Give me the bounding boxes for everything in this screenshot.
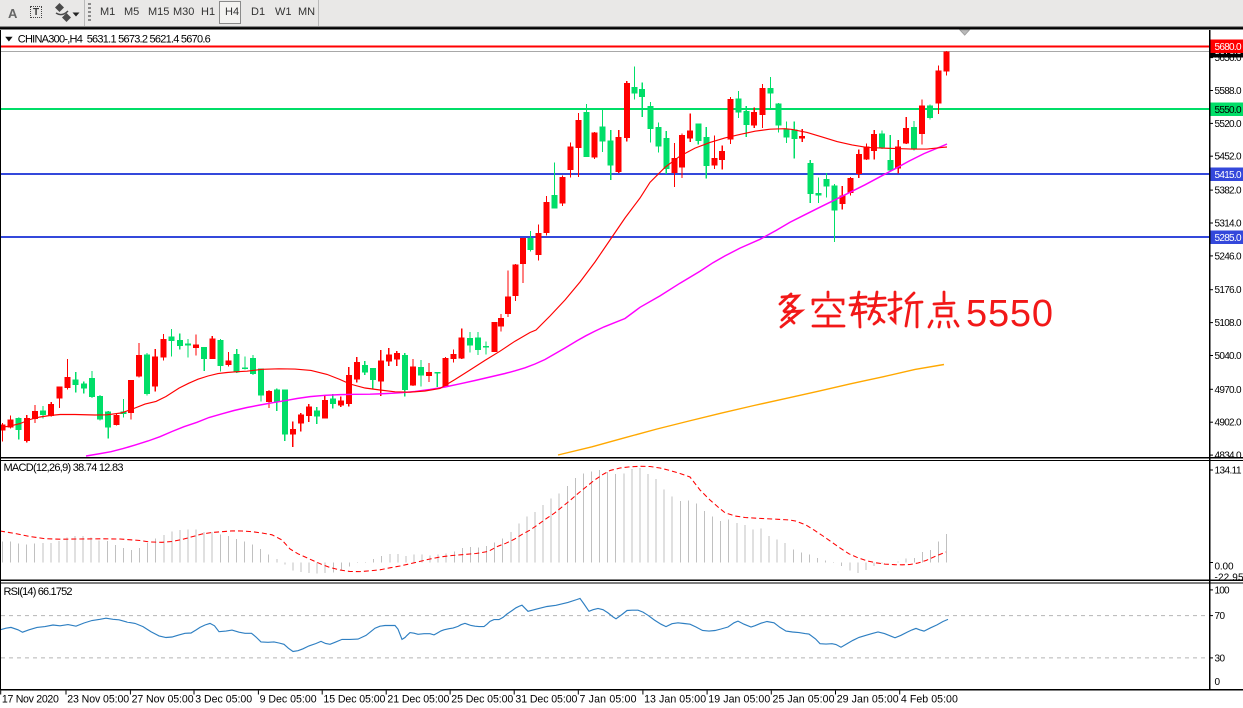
svg-text:23 Nov 05:00: 23 Nov 05:00	[67, 694, 129, 706]
svg-text:5656.0: 5656.0	[1215, 53, 1242, 64]
svg-text:4970.0: 4970.0	[1215, 385, 1242, 396]
svg-text:134.11: 134.11	[1215, 466, 1242, 477]
svg-text:5520.0: 5520.0	[1215, 119, 1242, 130]
svg-text:4834.0: 4834.0	[1215, 451, 1242, 462]
svg-text:29 Jan 05:00: 29 Jan 05:00	[837, 694, 899, 706]
svg-text:RSI(14) 66.1752: RSI(14) 66.1752	[4, 586, 73, 598]
svg-text:25 Dec 05:00: 25 Dec 05:00	[451, 694, 513, 706]
svg-text:5680.0: 5680.0	[1215, 42, 1242, 53]
svg-text:5550.0: 5550.0	[1215, 105, 1242, 116]
svg-text:MACD(12,26,9) 38.74 12.83: MACD(12,26,9) 38.74 12.83	[4, 462, 124, 474]
svg-text:100: 100	[1215, 586, 1230, 597]
svg-text:-22.95: -22.95	[1215, 573, 1243, 584]
svg-text:4 Feb 05:00: 4 Feb 05:00	[901, 694, 958, 706]
svg-text:5452.0: 5452.0	[1215, 152, 1242, 163]
svg-text:31 Dec 05:00: 31 Dec 05:00	[515, 694, 577, 706]
svg-text:5040.0: 5040.0	[1215, 351, 1242, 362]
svg-text:70: 70	[1215, 611, 1226, 622]
svg-text:17 Nov 2020: 17 Nov 2020	[2, 694, 59, 706]
svg-text:13 Jan 05:00: 13 Jan 05:00	[644, 694, 706, 706]
svg-text:5415.0: 5415.0	[1215, 170, 1242, 181]
svg-text:5550: 5550	[966, 293, 1053, 335]
svg-text:0: 0	[1215, 677, 1221, 688]
svg-text:3 Dec 05:00: 3 Dec 05:00	[195, 694, 252, 706]
svg-text:27 Nov 05:00: 27 Nov 05:00	[132, 694, 194, 706]
svg-text:5382.0: 5382.0	[1215, 186, 1242, 197]
svg-text:5176.0: 5176.0	[1215, 285, 1242, 296]
svg-text:5285.0: 5285.0	[1215, 233, 1242, 244]
svg-text:0.00: 0.00	[1215, 562, 1234, 573]
svg-text:25 Jan 05:00: 25 Jan 05:00	[773, 694, 835, 706]
svg-text:19 Jan 05:00: 19 Jan 05:00	[708, 694, 770, 706]
svg-text:5314.0: 5314.0	[1215, 219, 1242, 230]
svg-text:9 Dec 05:00: 9 Dec 05:00	[260, 694, 317, 706]
svg-text:30: 30	[1215, 654, 1226, 665]
svg-text:21 Dec 05:00: 21 Dec 05:00	[387, 694, 449, 706]
svg-text:4902.0: 4902.0	[1215, 418, 1242, 429]
svg-text:5108.0: 5108.0	[1215, 318, 1242, 329]
svg-text:5588.0: 5588.0	[1215, 86, 1242, 97]
svg-text:CHINA300-,H4 5631.1 5673.2 56: CHINA300-,H4 5631.1 5673.2 5621.4 5670.6	[18, 34, 211, 46]
svg-text:7 Jan 05:00: 7 Jan 05:00	[580, 694, 637, 706]
svg-text:15 Dec 05:00: 15 Dec 05:00	[323, 694, 385, 706]
svg-text:5246.0: 5246.0	[1215, 251, 1242, 262]
